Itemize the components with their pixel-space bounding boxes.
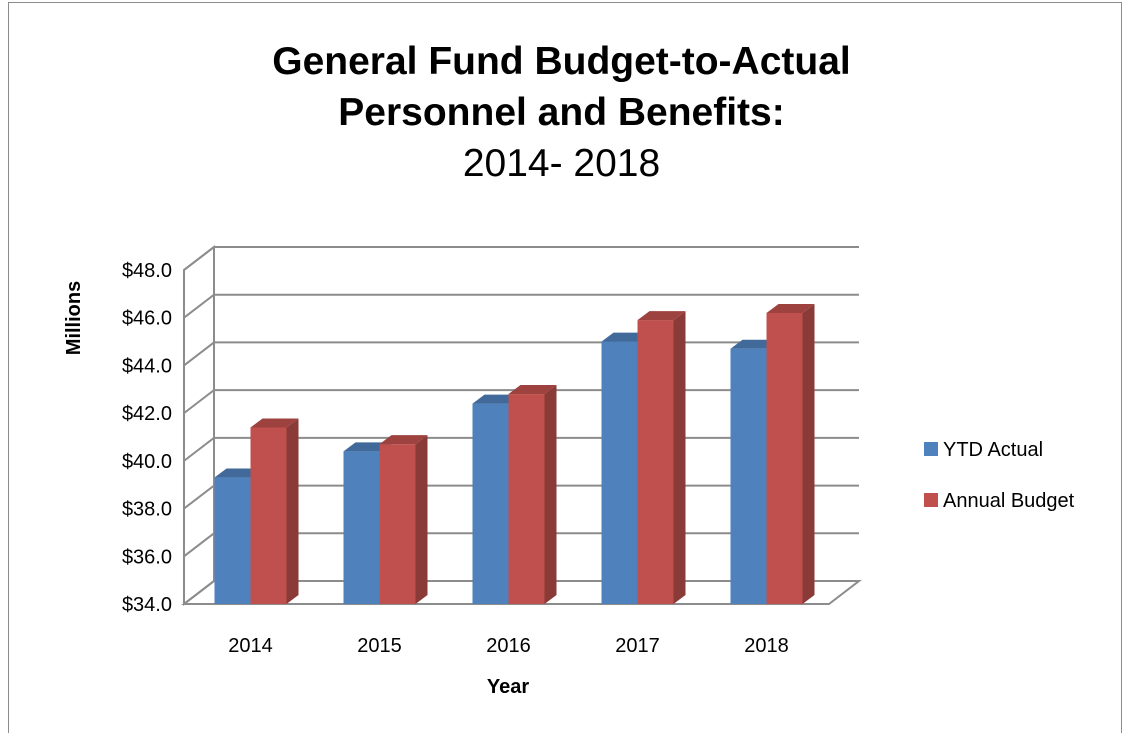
x-tick-label: 2017 (615, 635, 660, 657)
legend-label: YTD Actual (943, 439, 1043, 461)
bar-front (379, 444, 416, 604)
bar-front (472, 403, 509, 604)
bar (637, 311, 686, 604)
bar (250, 418, 299, 604)
y-tick-label: $46.0 (122, 308, 172, 330)
chart-subtitle: 2014- 2018 (462, 142, 661, 185)
bar-top (637, 311, 686, 321)
bar-side (802, 303, 815, 604)
gridline (183, 293, 859, 319)
x-tick-label: 2018 (744, 635, 789, 657)
y-tick-label: $48.0 (122, 260, 172, 282)
bar-side (415, 435, 428, 604)
x-axis-label: Year (487, 676, 529, 698)
bar-top (250, 418, 299, 428)
x-tick-label: 2015 (357, 635, 402, 657)
bar-front (343, 451, 380, 604)
chart-subtitle-bold: Personnel and Benefits: (338, 91, 785, 134)
chart-title: General Fund Budget-to-Actual (272, 40, 851, 83)
y-tick-label: $44.0 (122, 355, 172, 377)
x-tick-label: 2014 (228, 635, 273, 657)
bar-side (286, 418, 299, 604)
gridline (183, 246, 859, 271)
bar-top (508, 385, 557, 395)
legend: YTD Actual Annual Budget (924, 439, 1075, 512)
y-tick-label: $40.0 (122, 451, 172, 473)
bar-front (214, 477, 251, 604)
legend-label: Annual Budget (943, 490, 1075, 512)
bar-front (766, 312, 803, 604)
bars (214, 303, 815, 604)
bar (766, 303, 815, 604)
x-tick-label: 2016 (486, 635, 531, 657)
y-tick-label: $38.0 (122, 499, 172, 521)
y-tick-label: $42.0 (122, 403, 172, 425)
bar-front (601, 341, 638, 604)
bar-side (544, 385, 557, 604)
chart-frame (8, 2, 1122, 733)
bar-front (730, 348, 767, 604)
bar-side (673, 311, 686, 604)
side-wall (183, 244, 215, 607)
bar-front (508, 394, 545, 604)
legend-swatch (924, 493, 938, 507)
bar-top (379, 435, 428, 445)
bar (379, 435, 428, 604)
y-tick-labels: $34.0 $36.0 $38.0 $40.0 $42.0 $44.0 $46.0 $48.0 (122, 260, 172, 616)
bar-top (766, 303, 815, 313)
bar-front (250, 427, 287, 604)
x-tick-labels: 2014 2015 2016 2017 2018 (228, 635, 789, 657)
legend-swatch (924, 442, 938, 456)
bar-front (637, 320, 674, 604)
bar (508, 385, 557, 604)
y-tick-label: $36.0 (122, 546, 172, 568)
y-tick-label: $34.0 (122, 594, 172, 616)
y-axis-label: Millions (63, 281, 85, 355)
